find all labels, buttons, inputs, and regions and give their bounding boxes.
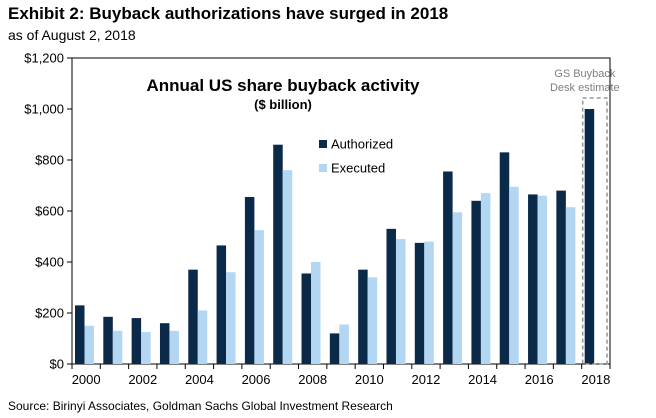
bar-executed-2015 <box>509 186 519 364</box>
x-tick-label: 2004 <box>185 372 214 387</box>
y-tick-label: $200 <box>35 306 64 321</box>
x-tick-label: 2002 <box>128 372 157 387</box>
bar-executed-2016 <box>537 195 548 364</box>
bar-executed-2003 <box>169 330 179 364</box>
bar-authorized-2010 <box>358 269 368 364</box>
y-tick-label: $1,000 <box>24 102 64 117</box>
bar-authorized-2015 <box>499 152 510 364</box>
bar-authorized-2005 <box>216 245 227 364</box>
bar-executed-2006 <box>254 230 264 364</box>
exhibit-title: Exhibit 2: Buyback authorizations have s… <box>8 4 449 23</box>
bar-authorized-2000 <box>75 305 85 364</box>
estimate-annotation-line: GS Buyback <box>554 68 616 80</box>
bar-executed-2017 <box>565 207 576 364</box>
bar-executed-2004 <box>197 310 208 364</box>
bar-authorized-2002 <box>131 318 142 364</box>
x-tick-label: 2010 <box>355 372 384 387</box>
bar-authorized-2017 <box>556 190 566 364</box>
bar-authorized-2014 <box>471 200 481 364</box>
y-tick-label: $800 <box>35 153 64 168</box>
x-tick-label: 2016 <box>525 372 554 387</box>
bar-executed-2012 <box>424 241 434 364</box>
x-tick-label: 2000 <box>72 372 101 387</box>
legend-label-authorized: Authorized <box>331 137 393 152</box>
bar-authorized-2001 <box>103 316 113 364</box>
bar-authorized-2007 <box>273 144 283 364</box>
bar-executed-2011 <box>395 239 406 364</box>
bar-executed-2002 <box>141 332 151 364</box>
x-tick-label: 2014 <box>468 372 497 387</box>
bar-authorized-2004 <box>188 269 198 364</box>
bar-authorized-2016 <box>528 194 538 364</box>
bar-executed-2009 <box>339 324 349 364</box>
x-tick-label: 2012 <box>411 372 440 387</box>
bar-authorized-2018 <box>584 109 595 364</box>
source-note: Source: Birinyi Associates, Goldman Sach… <box>8 399 393 413</box>
x-tick-label: 2006 <box>242 372 271 387</box>
bar-executed-2014 <box>480 193 491 364</box>
bar-authorized-2008 <box>301 273 312 364</box>
bar-executed-2010 <box>367 277 378 364</box>
y-tick-label: $0 <box>50 357 64 372</box>
y-tick-label: $1,200 <box>24 51 64 66</box>
legend-swatch-authorized <box>319 140 327 148</box>
bar-authorized-2013 <box>443 171 453 364</box>
y-tick-label: $400 <box>35 255 64 270</box>
bar-executed-2008 <box>311 262 321 364</box>
chart-subtitle: ($ billion) <box>254 97 312 112</box>
bar-executed-2005 <box>226 272 236 364</box>
estimate-dashed-box <box>581 97 608 365</box>
y-tick-label: $600 <box>35 204 64 219</box>
legend-label-executed: Executed <box>331 161 385 176</box>
chart-title: Annual US share buyback activity <box>146 76 420 95</box>
x-tick-label: 2018 <box>581 372 610 387</box>
bar-authorized-2009 <box>329 333 340 364</box>
exhibit-subtitle: as of August 2, 2018 <box>8 27 136 43</box>
bar-authorized-2011 <box>386 228 396 364</box>
bar-executed-2013 <box>452 212 463 364</box>
bar-executed-2001 <box>112 330 123 364</box>
legend-swatch-executed <box>319 164 327 172</box>
bar-executed-2000 <box>84 325 94 364</box>
bar-authorized-2012 <box>414 242 425 364</box>
bar-authorized-2006 <box>244 196 255 364</box>
bar-authorized-2003 <box>159 323 170 364</box>
x-tick-label: 2008 <box>298 372 327 387</box>
bar-executed-2007 <box>282 170 293 364</box>
estimate-annotation-line: Desk estimate <box>550 82 620 94</box>
